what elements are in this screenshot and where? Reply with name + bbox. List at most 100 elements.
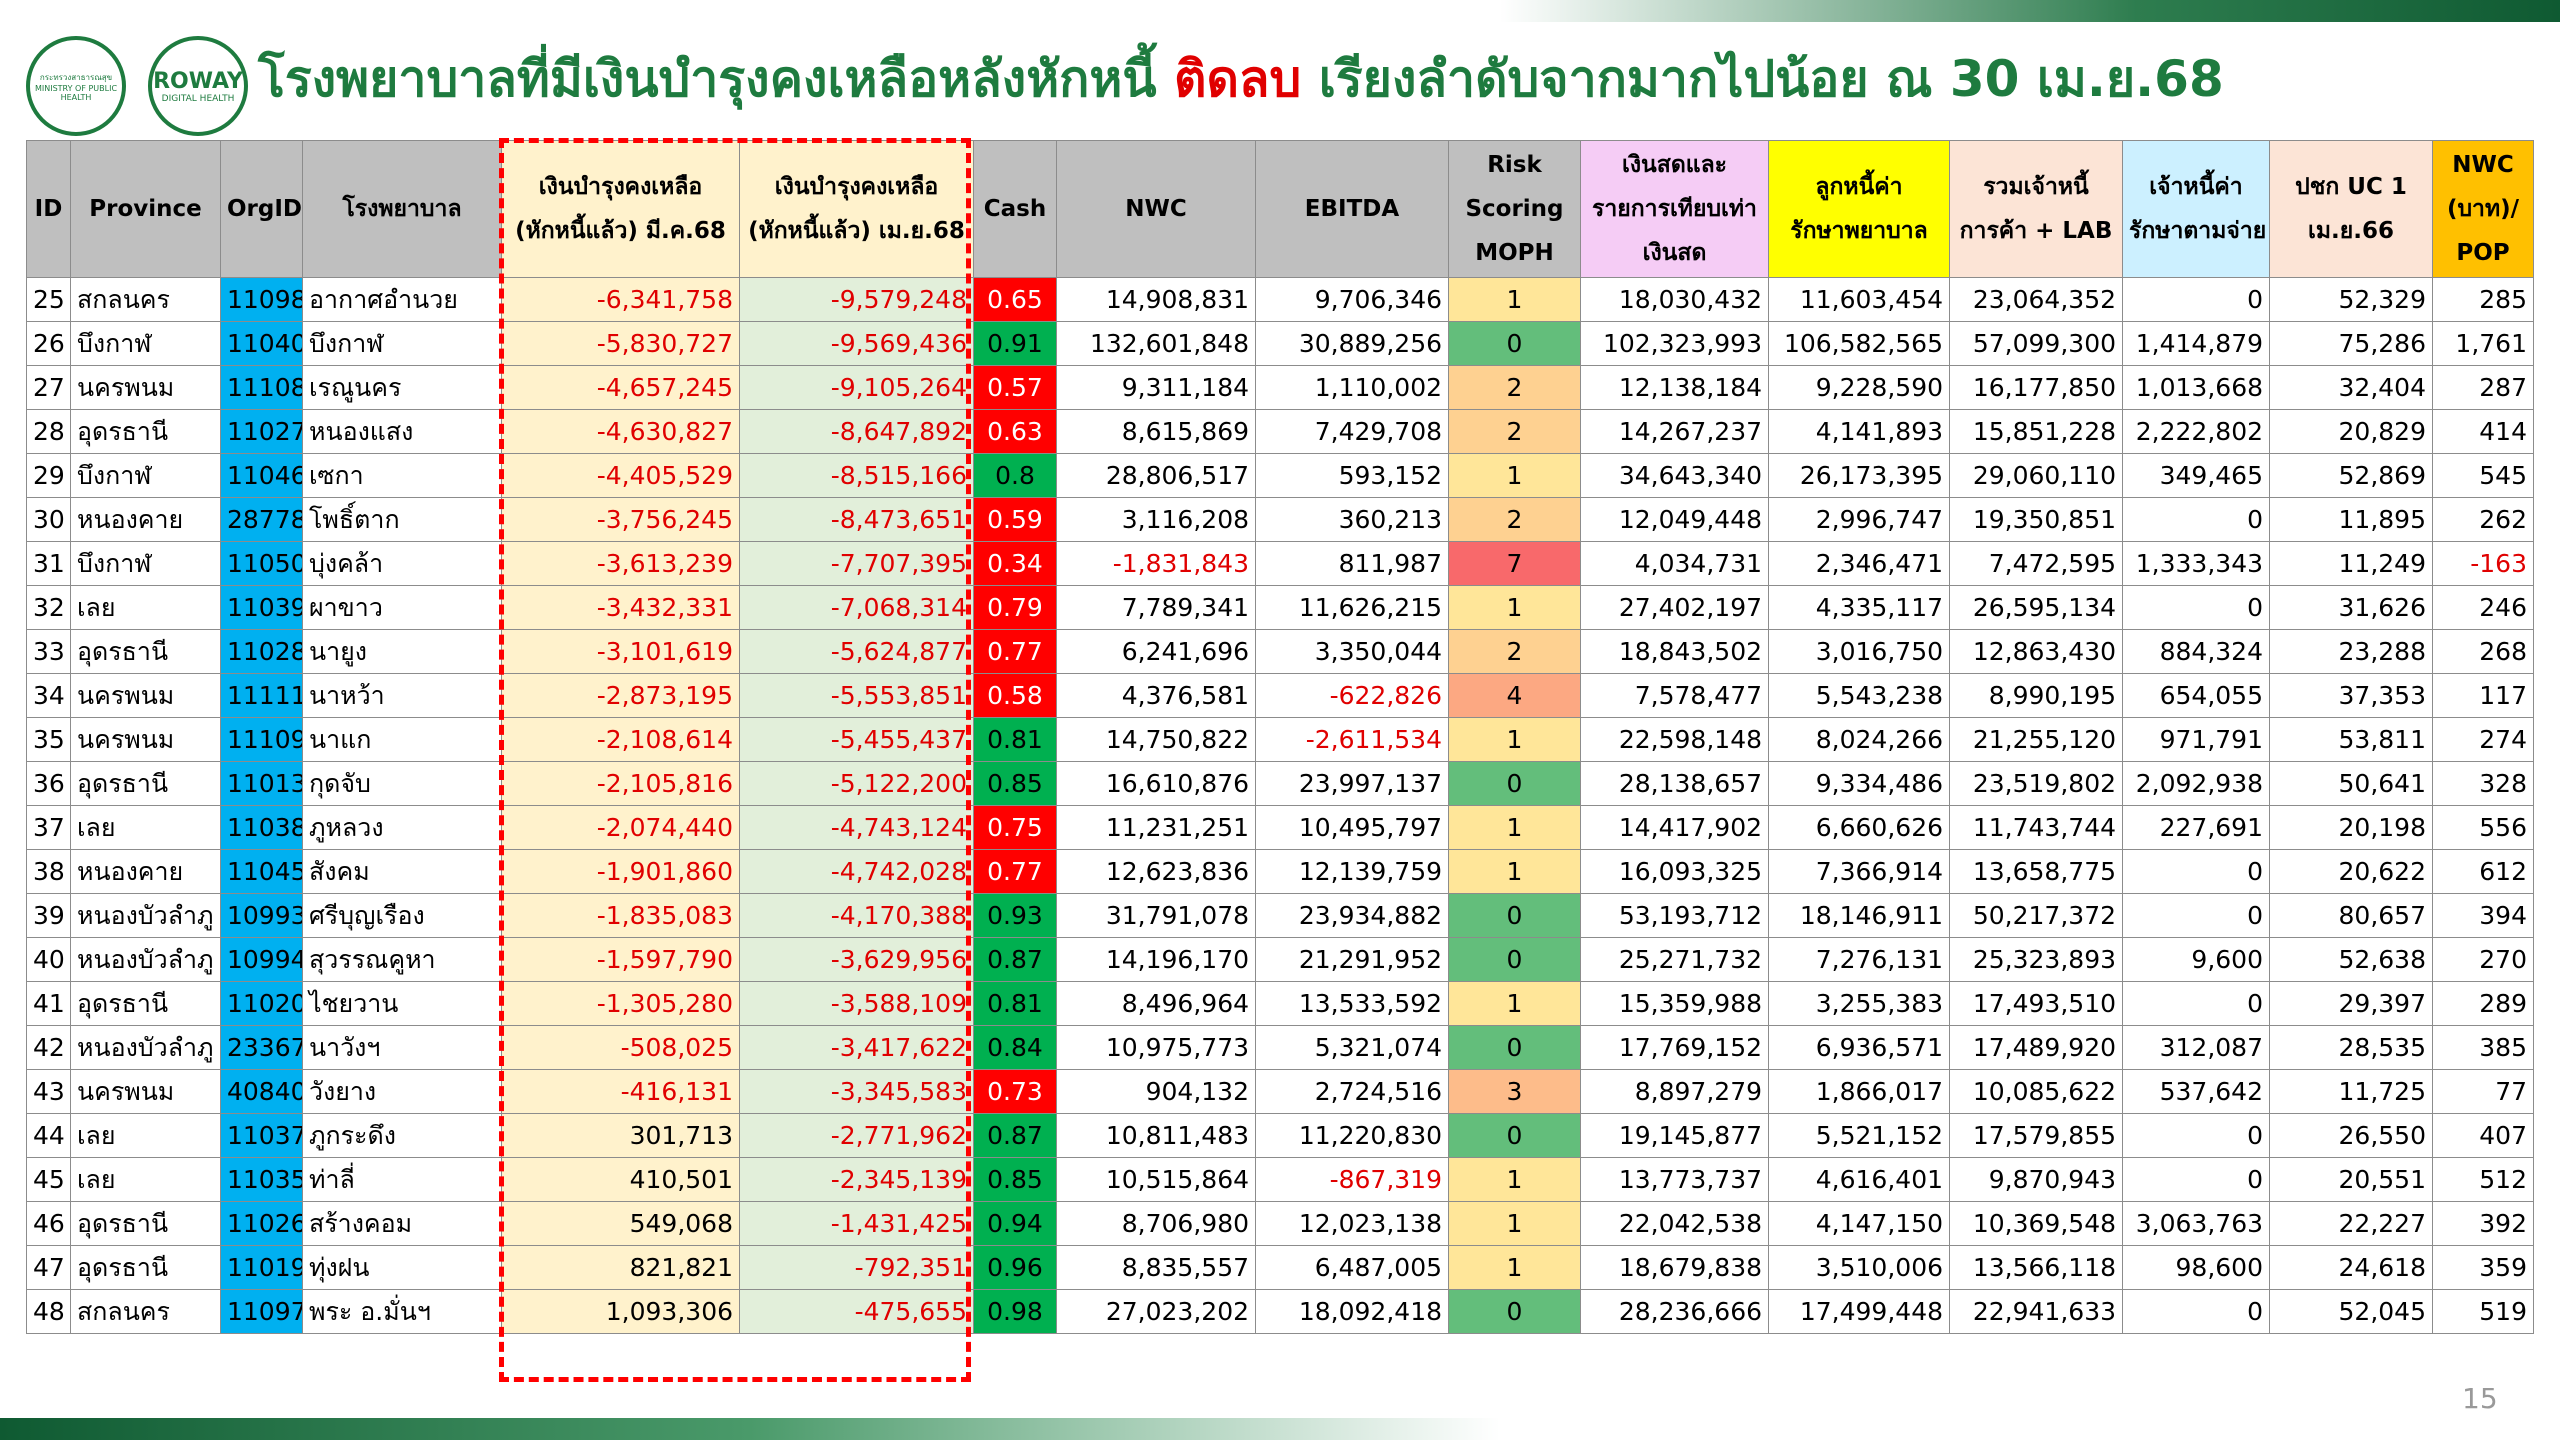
table-cell: 11050 — [220, 541, 303, 586]
table-cell: 0 — [2122, 585, 2270, 630]
table-cell: -5,830,727 — [501, 321, 740, 366]
table-cell: 16,610,876 — [1056, 761, 1256, 806]
page-number: 15 — [2462, 1382, 2498, 1415]
table-row: 29 บึงกาฬ 11046 เซกา -4,405,529 -8,515,166 0.8… — [26, 453, 2534, 498]
column-header: NWC — [1056, 140, 1256, 278]
table-cell: 274 — [2432, 717, 2534, 762]
table-cell: -867,319 — [1255, 1157, 1449, 1202]
table-cell: 27,023,202 — [1056, 1289, 1256, 1334]
table-cell: -3,629,956 — [739, 937, 974, 982]
table-cell: -8,647,892 — [739, 409, 974, 454]
table-cell: -163 — [2432, 541, 2534, 586]
table-cell: 1 — [1448, 585, 1581, 630]
table-cell: 4,616,401 — [1768, 1157, 1950, 1202]
table-cell: 14,196,170 — [1056, 937, 1256, 982]
table-cell: 42 — [26, 1025, 71, 1070]
table-cell: 11020 — [220, 981, 303, 1026]
table-cell: 246 — [2432, 585, 2534, 630]
table-cell: 6,660,626 — [1768, 805, 1950, 850]
table-cell: 40840 — [220, 1069, 303, 1114]
table-cell: 519 — [2432, 1289, 2534, 1334]
table-cell: 106,582,565 — [1768, 321, 1950, 366]
table-cell: 17,493,510 — [1949, 981, 2123, 1026]
table-cell: 28778 — [220, 497, 303, 542]
table-cell: 11035 — [220, 1157, 303, 1202]
column-header: Province — [70, 140, 221, 278]
table-cell: 11,626,215 — [1255, 585, 1449, 630]
table-cell: 2,092,938 — [2122, 761, 2270, 806]
table-cell: 410,501 — [501, 1157, 740, 1202]
header-line: (หักหนี้แล้ว) เม.ย.68 — [748, 218, 965, 244]
table-cell: 385 — [2432, 1025, 2534, 1070]
table-cell: 28,806,517 — [1056, 453, 1256, 498]
header-line: Cash — [983, 196, 1047, 222]
table-cell: 41 — [26, 981, 71, 1026]
table-cell: -9,569,436 — [739, 321, 974, 366]
table-cell: 34,643,340 — [1580, 453, 1769, 498]
table-cell: บึงกาฬ — [70, 541, 221, 586]
table-cell: 8,024,266 — [1768, 717, 1950, 762]
table-cell: นายูง — [302, 629, 502, 674]
ministry-logo: กระทรวงสาธารณสุข MINISTRY OF PUBLIC HEALT… — [26, 36, 126, 136]
table-cell: หนองคาย — [70, 497, 221, 542]
column-header: EBITDA — [1255, 140, 1449, 278]
table-cell: 11,220,830 — [1255, 1113, 1449, 1158]
table-cell: 29,060,110 — [1949, 453, 2123, 498]
table-cell: ท่าลี่ — [302, 1157, 502, 1202]
table-cell: 15,851,228 — [1949, 409, 2123, 454]
table-cell: 0.65 — [973, 277, 1057, 322]
table-cell: -2,074,440 — [501, 805, 740, 850]
table-cell: เลย — [70, 1157, 221, 1202]
table-cell: 0.85 — [973, 1157, 1057, 1202]
column-header: Cash — [973, 140, 1057, 278]
table-row: 31 บึงกาฬ 11050 บุ่งคล้า -3,613,239 -7,707,39… — [26, 541, 2534, 586]
table-cell: 11108 — [220, 365, 303, 410]
table-cell: -5,624,877 — [739, 629, 974, 674]
table-cell: -3,613,239 — [501, 541, 740, 586]
table-cell: 40 — [26, 937, 71, 982]
table-cell: 301,713 — [501, 1113, 740, 1158]
table-cell: -4,742,028 — [739, 849, 974, 894]
table-cell: 50,641 — [2269, 761, 2433, 806]
table-cell: 7,578,477 — [1580, 673, 1769, 718]
table-cell: 512 — [2432, 1157, 2534, 1202]
table-cell: 10,811,483 — [1056, 1113, 1256, 1158]
table-cell: 11028 — [220, 629, 303, 674]
table-row: 30 หนองคาย 28778 โพธิ์ตาก -3,756,245 -8,473,6… — [26, 497, 2534, 542]
table-cell: 10,369,548 — [1949, 1201, 2123, 1246]
table-cell: 50,217,372 — [1949, 893, 2123, 938]
table-cell: 312,087 — [2122, 1025, 2270, 1070]
table-cell: 0.73 — [973, 1069, 1057, 1114]
table-cell: 0 — [1448, 1289, 1581, 1334]
table-cell: 0 — [2122, 1289, 2270, 1334]
table-cell: 6,241,696 — [1056, 629, 1256, 674]
table-cell: 17,489,920 — [1949, 1025, 2123, 1070]
column-header: ID — [26, 140, 71, 278]
table-cell: -1,431,425 — [739, 1201, 974, 1246]
header-line: Province — [89, 196, 202, 222]
table-cell: 24,618 — [2269, 1245, 2433, 1290]
table-cell: 10994 — [220, 937, 303, 982]
table-cell: -4,743,124 — [739, 805, 974, 850]
table-cell: 4,335,117 — [1768, 585, 1950, 630]
table-cell: 30 — [26, 497, 71, 542]
table-cell: 25,271,732 — [1580, 937, 1769, 982]
table-cell: -3,756,245 — [501, 497, 740, 542]
table-cell: 53,811 — [2269, 717, 2433, 762]
logo-text: ROWAY — [153, 68, 243, 94]
table-cell: 0.63 — [973, 409, 1057, 454]
table-cell: สุวรรณคูหา — [302, 937, 502, 982]
table-cell: 821,821 — [501, 1245, 740, 1290]
table-cell: 1 — [1448, 453, 1581, 498]
table-cell: 31 — [26, 541, 71, 586]
table-cell: 0 — [2122, 849, 2270, 894]
table-cell: 12,139,759 — [1255, 849, 1449, 894]
table-row: 47 อุดรธานี 11019 ทุ่งฝน 821,821 -792,351 0.96… — [26, 1245, 2534, 1290]
table-cell: 5,521,152 — [1768, 1113, 1950, 1158]
table-cell: ภูกระดึง — [302, 1113, 502, 1158]
header-line: เจ้าหนี้ค่า — [2149, 174, 2243, 200]
table-cell: 4 — [1448, 673, 1581, 718]
header-line: รายการเทียบเท่า — [1592, 196, 1757, 222]
table-cell: 13,566,118 — [1949, 1245, 2123, 1290]
table-cell: 22,042,538 — [1580, 1201, 1769, 1246]
